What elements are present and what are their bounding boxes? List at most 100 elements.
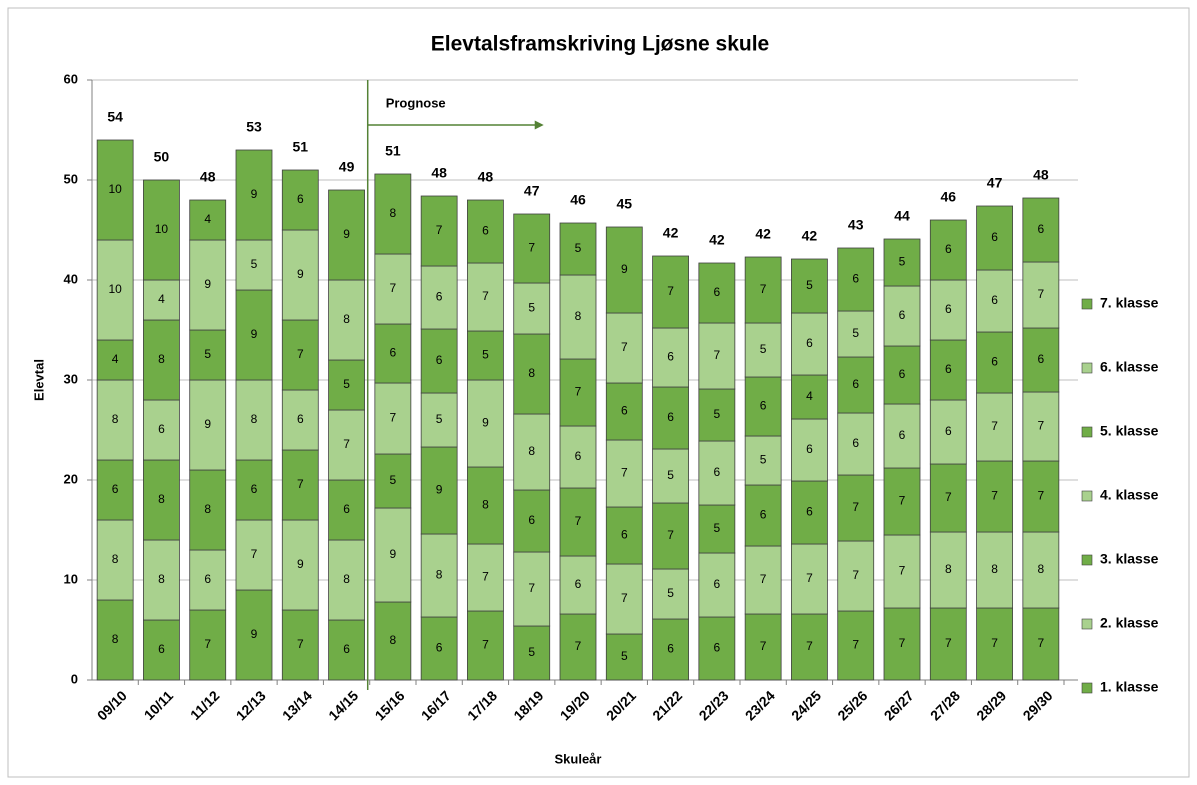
- data-label: 8: [991, 562, 998, 576]
- data-label: 7: [482, 570, 489, 584]
- bar-segment: [328, 189, 365, 281]
- bar-segment: [420, 446, 458, 535]
- data-label: 5: [667, 468, 674, 482]
- data-label: 7: [852, 568, 859, 582]
- bar-segment: [143, 619, 180, 681]
- data-label: 6: [667, 642, 674, 656]
- bar-segment: [1022, 460, 1060, 533]
- data-label: 7: [343, 437, 350, 451]
- data-label: 6: [945, 424, 952, 438]
- data-label: 6: [621, 404, 628, 418]
- legend-label: 4. klasse: [1100, 487, 1159, 503]
- data-label: 5: [390, 473, 397, 487]
- bar-segment: [513, 489, 551, 553]
- data-label: 6: [945, 242, 952, 256]
- bar-segment: [929, 531, 967, 609]
- data-label: 5: [575, 241, 582, 255]
- total-label: 43: [848, 217, 864, 233]
- data-label: 7: [899, 564, 906, 578]
- bar-segment: [605, 382, 643, 441]
- data-label: 8: [575, 309, 582, 323]
- data-label: 7: [806, 639, 813, 653]
- bar-segment: [976, 392, 1013, 462]
- bar-segment: [374, 453, 412, 509]
- bar-segment: [420, 328, 458, 394]
- bar-segment: [698, 504, 736, 554]
- data-label: 6: [991, 293, 998, 307]
- data-label: 6: [343, 502, 350, 516]
- annotation-arrowhead: [534, 120, 544, 130]
- data-label: 6: [899, 308, 906, 322]
- legend-swatch: [1081, 554, 1093, 566]
- data-label: 5: [760, 342, 767, 356]
- bar-segment: [559, 487, 597, 557]
- bar-segment: [420, 392, 458, 448]
- data-label: 8: [390, 633, 397, 647]
- bar-segment: [281, 319, 319, 391]
- bar-segment: [698, 262, 736, 324]
- bar-segment: [189, 239, 227, 331]
- data-label: 7: [852, 638, 859, 652]
- data-label: 5: [852, 326, 859, 340]
- bar-segment: [605, 312, 643, 384]
- bar-segment: [235, 239, 273, 291]
- data-label: 7: [390, 281, 397, 295]
- data-label: 8: [112, 412, 119, 426]
- bar-segment: [837, 247, 875, 312]
- bar-segment: [883, 345, 921, 405]
- bar-segment: [791, 480, 828, 545]
- bar-segment: [652, 386, 689, 450]
- total-label: 42: [802, 228, 818, 244]
- bar-segment: [1022, 197, 1060, 263]
- bar-segment: [883, 534, 921, 609]
- bar-segment: [96, 379, 134, 461]
- data-label: 8: [945, 562, 952, 576]
- data-label: 6: [390, 346, 397, 360]
- bar-segment: [1022, 391, 1060, 462]
- bar-segment: [281, 229, 319, 321]
- data-label: 6: [852, 272, 859, 286]
- data-label: 8: [528, 366, 535, 380]
- data-label: 6: [806, 442, 813, 456]
- bar-segment: [744, 376, 782, 437]
- y-tick-label: 50: [64, 171, 78, 186]
- bar-segment: [420, 265, 458, 330]
- data-label: 8: [204, 502, 211, 516]
- total-label: 47: [524, 183, 540, 199]
- bar-segment: [374, 253, 412, 325]
- bar-segment: [883, 403, 921, 469]
- bar-segment: [513, 213, 551, 284]
- data-label: 9: [436, 483, 443, 497]
- data-label: 6: [714, 577, 721, 591]
- bar-segment: [96, 139, 134, 241]
- y-tick-label: 10: [64, 571, 78, 586]
- data-label: 7: [297, 347, 304, 361]
- data-label: 6: [204, 572, 211, 586]
- data-label: 6: [158, 642, 165, 656]
- bar-segment: [744, 322, 782, 378]
- chart-title: Elevtalsframskriving Ljøsne skule: [431, 33, 769, 56]
- bar-segment: [281, 169, 319, 231]
- total-label: 54: [107, 109, 123, 125]
- y-tick-label: 60: [64, 71, 78, 86]
- legend-swatch: [1081, 490, 1093, 502]
- data-label: 6: [852, 377, 859, 391]
- data-label: 8: [158, 492, 165, 506]
- bar-segment: [281, 519, 319, 611]
- bar-segment: [791, 418, 828, 482]
- bar-segment: [929, 219, 967, 281]
- annotation: Prognose: [386, 95, 446, 110]
- bar-segment: [467, 262, 504, 332]
- data-label: 7: [1038, 489, 1045, 503]
- data-label: 7: [1038, 636, 1045, 650]
- data-label: 6: [667, 410, 674, 424]
- bar-segment: [791, 312, 828, 376]
- bar-segment: [328, 539, 365, 621]
- total-label: 42: [663, 225, 679, 241]
- data-label: 6: [158, 422, 165, 436]
- data-label: 8: [112, 552, 119, 566]
- data-label: 5: [760, 453, 767, 467]
- bar-segment: [976, 269, 1013, 333]
- data-label: 8: [158, 352, 165, 366]
- total-label: 45: [616, 196, 632, 212]
